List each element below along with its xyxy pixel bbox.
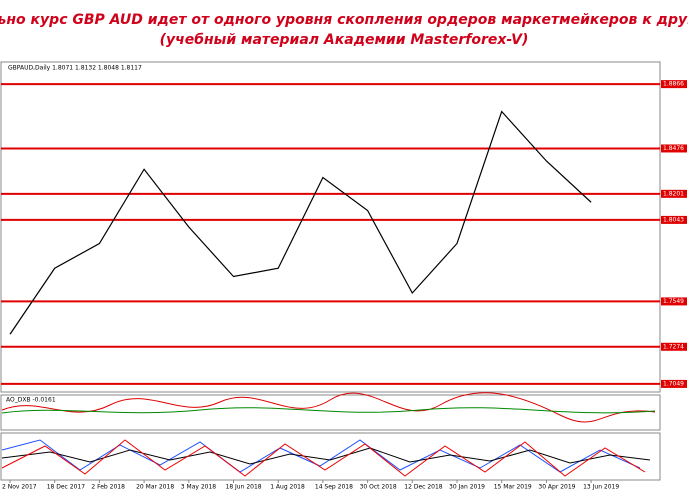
price-panel [0, 61, 661, 393]
x-tick-label: 30 Apr 2019 [538, 484, 575, 491]
level-label-box [661, 342, 687, 351]
level-label-box [661, 215, 687, 224]
x-tick-label: 30 Jan 2019 [449, 484, 485, 491]
y-tick-label: 1.8043 [663, 216, 684, 223]
y-tick-label: 1.8476 [663, 145, 684, 152]
osc-line [1, 439, 641, 473]
x-tick-label: 2 Nov 2017 [2, 484, 37, 491]
x-tick-label: 14 Sep 2018 [315, 484, 353, 491]
osc-line-2 [1, 447, 651, 465]
indicator-header: AO_DXB -0.0161 [6, 397, 56, 404]
x-tick-label: 3 May 2018 [181, 484, 216, 491]
chart-header: GBPAUD,Daily 1.8071 1.8132 1.8048 1.8117 [8, 65, 142, 72]
x-tick-label: 30 Oct 2018 [360, 484, 397, 491]
osc-line-3 [1, 439, 646, 477]
x-tick-label: 1 Aug 2018 [270, 484, 305, 491]
y-tick-label: 1.7549 [663, 298, 684, 305]
price-line [9, 110, 592, 335]
level-label-box [661, 297, 687, 306]
x-tick-label: 15 Mar 2019 [494, 484, 532, 491]
ao-panel [0, 394, 661, 431]
y-tick-label: 1.8866 [663, 81, 684, 88]
ao-signal [1, 407, 656, 414]
y-tick-label: 1.8201 [663, 190, 684, 197]
subtitle: (учебный материал Академии Masterforex-V… [160, 32, 529, 48]
y-tick-label: 1.7274 [663, 343, 684, 350]
x-tick-label: 12 Dec 2018 [404, 484, 443, 491]
x-tick-label: 20 Mar 2018 [136, 484, 174, 491]
title: Реально курс GBP AUD идет от одного уров… [0, 12, 688, 28]
x-tick-label: 2 Feb 2018 [91, 484, 125, 491]
level-label-box [661, 144, 687, 153]
x-tick-label: 18 Dec 2017 [47, 484, 86, 491]
ao-line [1, 392, 656, 423]
x-tick-label: 18 Jun 2018 [226, 484, 262, 491]
level-label-box [661, 189, 687, 198]
level-label-box [661, 379, 687, 388]
level-label-box [661, 80, 687, 89]
osc-panel [0, 432, 661, 481]
x-tick-label: 13 Jun 2019 [583, 484, 619, 491]
y-tick-label: 1.7049 [663, 380, 684, 387]
